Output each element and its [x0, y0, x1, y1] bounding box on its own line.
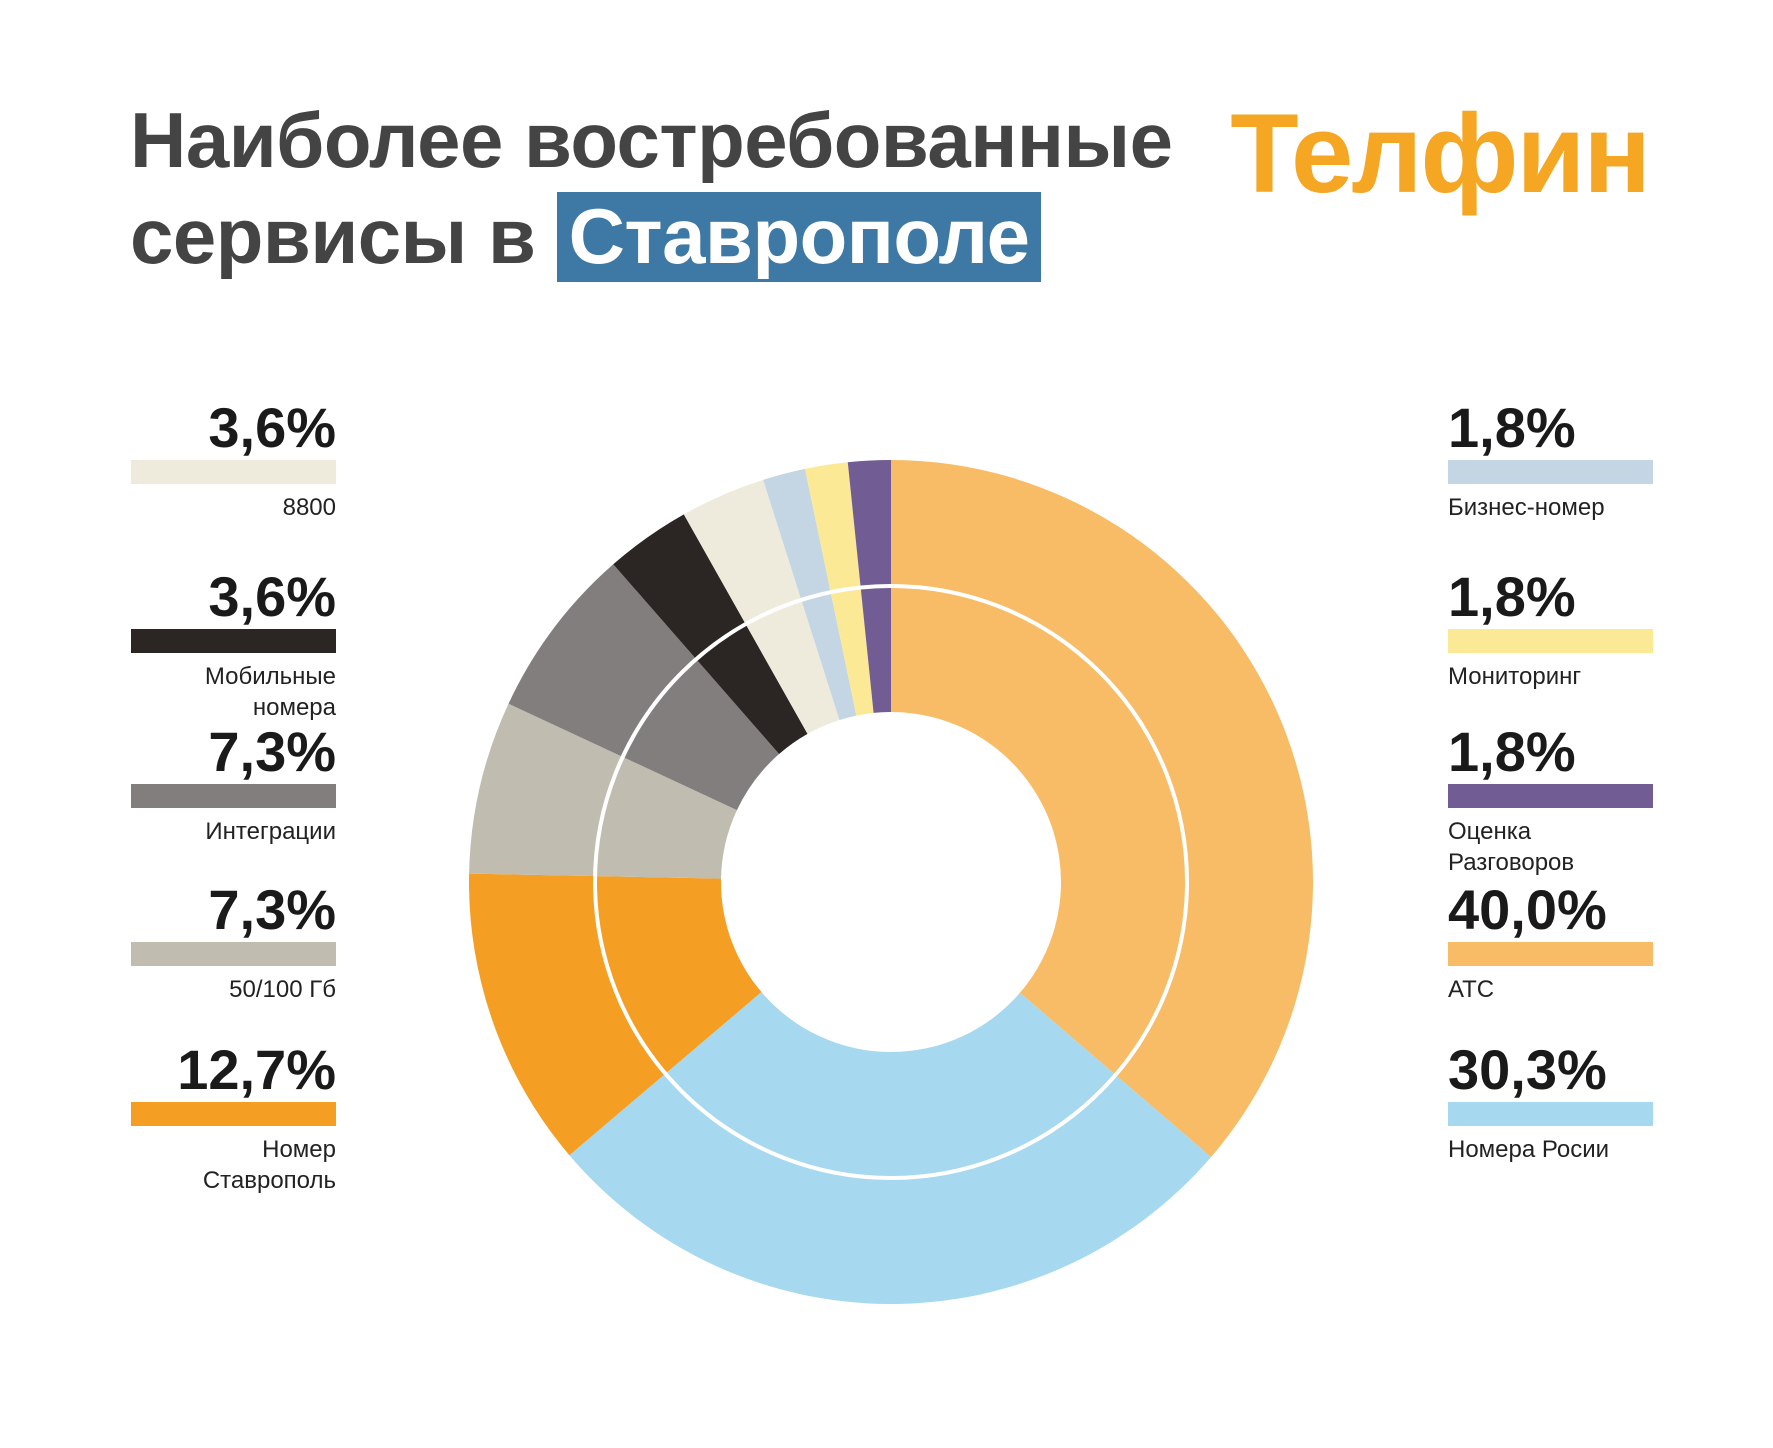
donut-slice-8 — [763, 468, 857, 720]
legend-swatch — [131, 1102, 336, 1126]
legend-label: Номера Росии — [1448, 1136, 1610, 1163]
legend-swatch — [1448, 942, 1653, 966]
legend-swatch — [1448, 460, 1653, 484]
legend-label: Мониторинг — [1448, 663, 1582, 690]
donut-slice-2 — [569, 992, 1212, 1304]
donut-slice-6 — [613, 514, 808, 755]
legend-swatch — [131, 784, 336, 808]
legend-value: 3,6% — [208, 396, 336, 459]
legend-item-mobile-numbers: 3,6% Мобильные номера — [131, 567, 336, 723]
title-line-1: Наиболее востребованные — [130, 96, 1173, 184]
legend-swatch — [131, 460, 336, 484]
donut-slice-4 — [469, 703, 737, 879]
donut-separator-ring — [593, 584, 1189, 1180]
legend-label: Номер Ставрополь — [202, 1136, 336, 1194]
legend-swatch — [131, 942, 336, 966]
legend-label: Бизнес-номер — [1448, 494, 1605, 521]
legend-item-russia-numbers: 30,3% Номера Росии — [1448, 1040, 1653, 1165]
legend-value: 12,7% — [177, 1038, 336, 1101]
legend-label: Оценка Разговоров — [1448, 818, 1575, 876]
legend-item-integrations: 7,3% Интеграции — [131, 722, 336, 847]
page-title: Наиболее востребованные сервисы в Ставро… — [130, 92, 1173, 284]
legend-swatch — [1448, 1102, 1653, 1126]
legend-value: 1,8% — [1448, 720, 1576, 783]
legend-label: 8800 — [282, 494, 336, 521]
legend-item-business-number: 1,8% Бизнес-номер — [1448, 398, 1653, 523]
legend-label: Интеграции — [205, 818, 336, 845]
legend-swatch — [1448, 629, 1653, 653]
legend-value: 7,3% — [208, 720, 336, 783]
donut-slice-3 — [468, 873, 762, 1156]
legend-item-8800: 3,6% 8800 — [131, 398, 336, 523]
legend-item-stavropol-number: 12,7% Номер Ставрополь — [131, 1040, 336, 1196]
legend-value: 30,3% — [1448, 1038, 1607, 1101]
legend-swatch — [131, 629, 336, 653]
legend-label: 50/100 Гб — [229, 976, 336, 1003]
brand-logo: Телфин — [1230, 91, 1651, 216]
legend-value: 40,0% — [1448, 878, 1607, 941]
legend-label: АТС — [1448, 976, 1495, 1003]
donut-slice-1 — [891, 460, 1314, 1158]
legend-item-monitoring: 1,8% Мониторинг — [1448, 567, 1653, 692]
legend-item-ats: 40,0% АТС — [1448, 880, 1653, 1005]
legend-item-call-evaluation: 1,8% Оценка Разговоров — [1448, 722, 1653, 878]
legend-value: 7,3% — [208, 878, 336, 941]
donut-slice-7 — [683, 479, 840, 734]
legend-value: 1,8% — [1448, 396, 1576, 459]
legend-value: 3,6% — [208, 565, 336, 628]
legend-value: 1,8% — [1448, 565, 1576, 628]
title-highlight-city: Ставрополе — [556, 192, 1042, 282]
legend-swatch — [1448, 784, 1653, 808]
donut-slice-5 — [508, 564, 780, 811]
legend-item-50-100gb: 7,3% 50/100 Гб — [131, 880, 336, 1005]
legend-label: Мобильные номера — [204, 663, 336, 721]
title-line-2-prefix: сервисы в — [130, 192, 557, 280]
